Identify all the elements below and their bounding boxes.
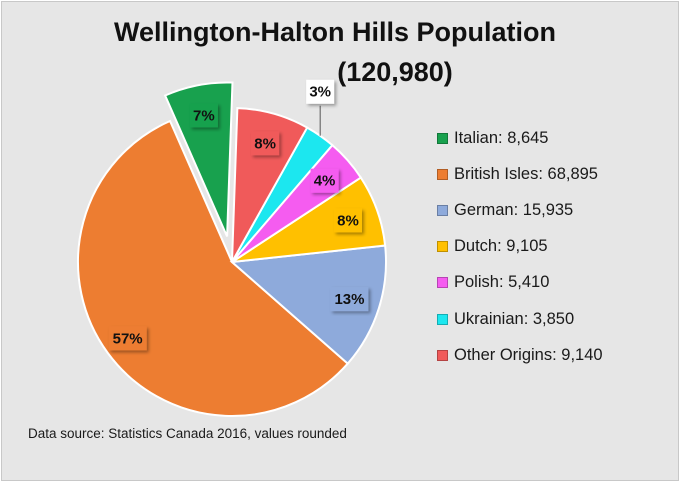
data-label-box: [310, 168, 339, 193]
legend-item-polish: Polish: 5,410: [437, 265, 603, 301]
data-label-dutch: 8%: [333, 208, 362, 233]
legend-swatch: [437, 313, 448, 325]
legend-label: Italian: 8,645: [454, 128, 549, 147]
pie-slice-other-origins: [231, 107, 309, 263]
legend-item-ukrainian: Ukrainian: 3,850: [437, 301, 603, 337]
data-label-italian: 7%: [189, 103, 218, 128]
chart-title: Wellington-Halton Hills Population (120,…: [0, 12, 670, 92]
data-label-text: 8%: [337, 212, 359, 229]
chart-title-line-1: Wellington-Halton Hills Population: [114, 17, 556, 47]
legend-swatch: [437, 204, 448, 216]
data-label-box: [108, 326, 147, 351]
data-label-text: 13%: [334, 291, 364, 308]
data-source-note: Data source: Statistics Canada 2016, val…: [28, 426, 347, 441]
legend-swatch: [437, 132, 448, 144]
data-label-box: [189, 103, 218, 128]
legend-label: Other Origins: 9,140: [454, 345, 603, 364]
legend: Italian: 8,645 British Isles: 68,895 Germa…: [437, 120, 603, 373]
data-label-german: 13%: [330, 287, 369, 312]
legend-label: German: 15,935: [454, 200, 574, 219]
legend-item-other-origins: Other Origins: 9,140: [437, 337, 603, 373]
legend-item-german: German: 15,935: [437, 192, 603, 228]
legend-item-dutch: Dutch: 9,105: [437, 229, 603, 265]
data-label-british-isles: 57%: [108, 326, 147, 351]
data-label-text: 8%: [254, 135, 276, 152]
chart-title-line-2: (120,980): [337, 57, 453, 87]
data-label-box: [251, 131, 280, 156]
data-label-text: 7%: [193, 107, 215, 124]
pie-slice-german: [229, 244, 387, 365]
legend-label: Ukrainian: 3,850: [454, 309, 575, 328]
data-label-polish: 4%: [310, 168, 339, 193]
legend-swatch: [437, 349, 448, 361]
data-label-box: [330, 287, 369, 312]
legend-label: British Isles: 68,895: [454, 164, 598, 183]
data-label-box: [306, 79, 335, 104]
legend-swatch: [437, 168, 448, 180]
data-label-text: 3%: [309, 84, 331, 101]
data-label-text: 4%: [314, 173, 336, 190]
legend-item-italian: Italian: 8,645: [437, 120, 603, 156]
legend-label: Dutch: 9,105: [454, 237, 548, 256]
data-label-box: [333, 208, 362, 233]
data-label-text: 57%: [113, 330, 143, 347]
legend-item-british-isles: British Isles: 68,895: [437, 156, 603, 192]
data-label-ukrainian: 3%: [306, 79, 335, 104]
legend-swatch: [437, 277, 448, 289]
data-label-other-origins: 8%: [251, 131, 280, 156]
legend-label: Polish: 5,410: [454, 273, 550, 292]
legend-swatch: [437, 241, 448, 253]
